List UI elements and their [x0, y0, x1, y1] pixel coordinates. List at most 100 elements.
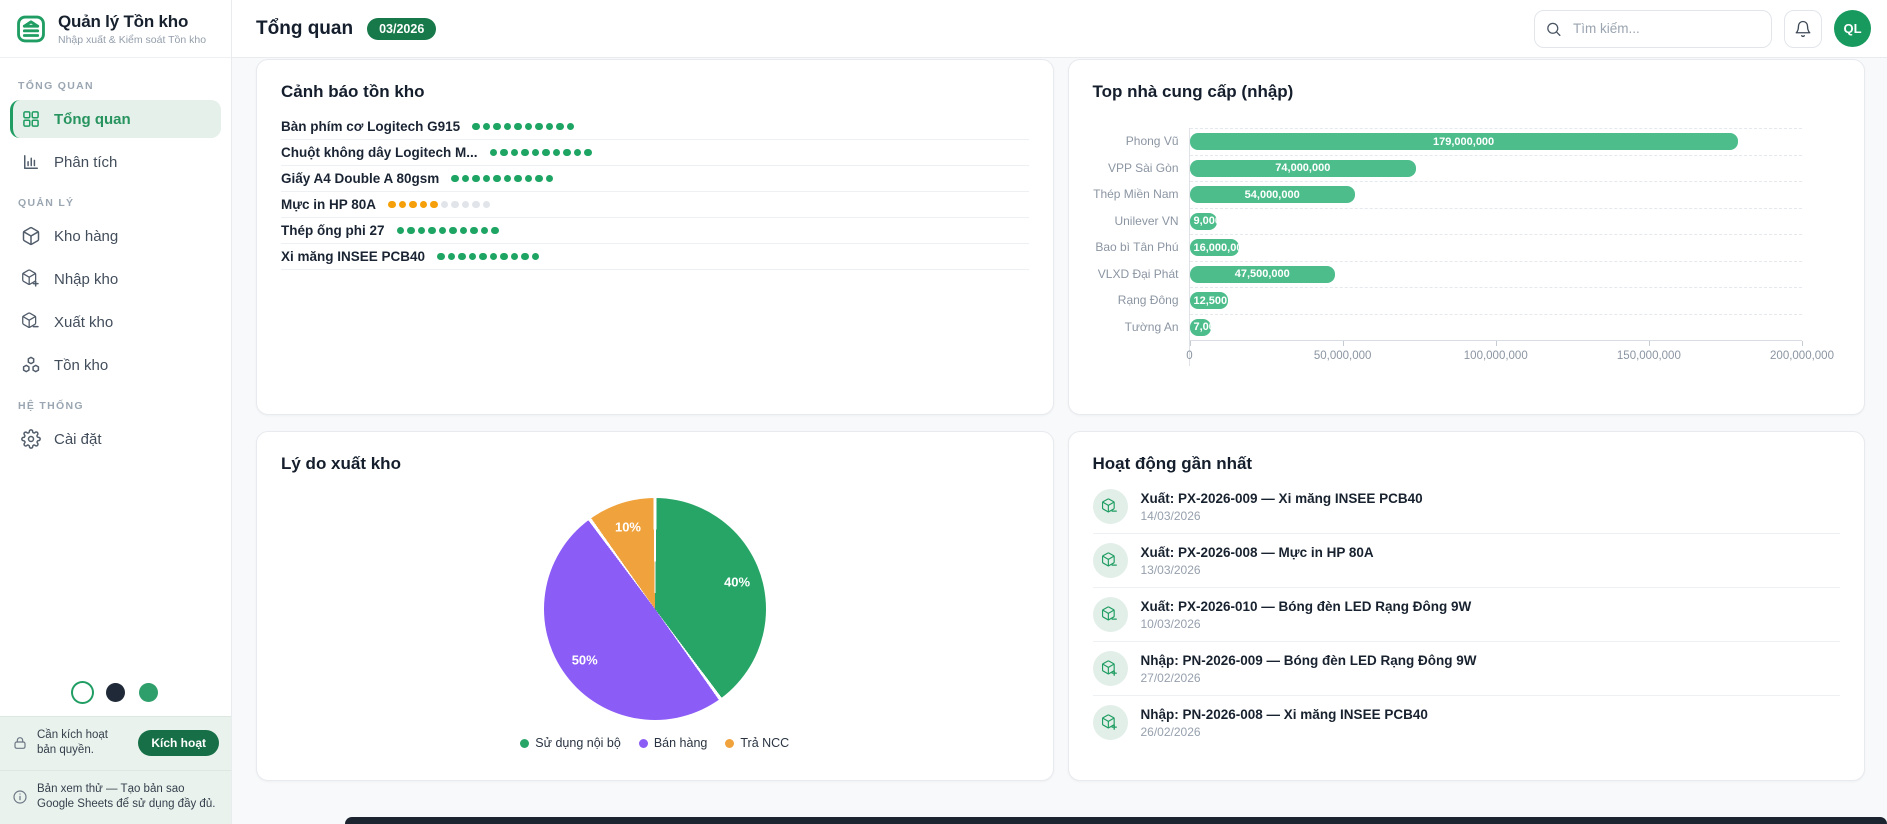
activity-row: Nhập: PN-2026-008 — Xi măng INSEE PCB40 2…	[1092, 696, 1841, 749]
lock-icon	[12, 735, 28, 751]
stock-dot	[542, 148, 550, 157]
box-minus-icon	[1101, 497, 1119, 516]
stock-dot	[510, 252, 519, 261]
stock-dot	[524, 122, 533, 131]
card-stock-alerts: Cảnh báo tồn kho Bàn phím cơ Logitech G9…	[256, 59, 1054, 415]
sidebar-item-ton-kho[interactable]: Tồn kho	[10, 346, 221, 384]
bar-category-label: Unilever VN	[1114, 213, 1179, 228]
activity-title: Xuất: PX-2026-010 — Bóng đèn LED Rạng Đô…	[1140, 598, 1472, 614]
stock-dot	[545, 174, 554, 183]
activity-row: Xuất: PX-2026-009 — Xi măng INSEE PCB40 1…	[1092, 480, 1840, 534]
warehouse-logo-icon	[14, 12, 48, 46]
sidebar-item-nhap-kho[interactable]: Nhập kho	[10, 260, 221, 298]
stock-dot	[503, 174, 512, 183]
alert-row: Bàn phím cơ Logitech G915	[281, 114, 1029, 140]
bar-track: 54,000,000	[1189, 181, 1802, 208]
legend-item: Trả NCC	[725, 736, 789, 750]
activity-icon-circle	[1092, 597, 1128, 632]
nav-section-label: QUẢN LÝ	[18, 197, 75, 209]
box-plus-icon	[1101, 659, 1119, 678]
alerts-rows: Bàn phím cơ Logitech G915 Chuột không dây…	[281, 114, 1029, 270]
stock-dot	[521, 148, 529, 157]
bar-track: 74,000,000	[1189, 154, 1802, 182]
theme-dot-dark[interactable]	[106, 682, 125, 702]
sidebar-item-xuat-kho[interactable]: Xuất kho	[10, 303, 221, 341]
card-recent-activity: Hoạt động gần nhất Xuất: PX-2026-009 — X…	[1067, 431, 1865, 781]
cubes-icon	[21, 355, 41, 375]
sidebar-nav: TỔNG QUAN Tổng quan Phân tích QUẢN LÝ Kho hà…	[0, 58, 231, 673]
bar-chart-axis: 0 50,000,000 100,000,000 150,000,000 200,000…	[1186, 340, 1834, 366]
sidebar-item-kho-hang[interactable]: Kho hàng	[10, 217, 221, 255]
bar-category-label: Phong Vũ	[1125, 134, 1179, 148]
stock-dot	[480, 226, 488, 235]
activity-date: 14/03/2026	[1140, 508, 1201, 523]
activity-date: 26/02/2026	[1140, 724, 1201, 739]
stock-dot	[510, 148, 518, 157]
legend-dot	[725, 738, 735, 748]
sidebar-item-phan-tich[interactable]: Phân tích	[10, 143, 221, 181]
bar-track: 16,000,000	[1189, 234, 1802, 261]
stock-dot	[409, 200, 417, 209]
stock-dot	[584, 148, 592, 157]
search-input[interactable]	[1534, 9, 1772, 48]
stock-dot	[407, 226, 415, 235]
pie-chart: 40% 50% 10%	[543, 498, 766, 720]
card-title: Lý do xuất kho	[281, 454, 401, 473]
activity-date: 10/03/2026	[1140, 616, 1201, 631]
sidebar-item-tong-quan[interactable]: Tổng quan	[10, 100, 221, 138]
card-top-suppliers: Top nhà cung cấp (nhập) Phong Vũ VPP Sài …	[1067, 59, 1865, 415]
alert-item-name: Xi măng INSEE PCB40	[281, 249, 426, 264]
alert-item-name: Bàn phím cơ Logitech G915	[281, 119, 461, 134]
stock-level-dots	[451, 174, 554, 183]
bar-category-label: VPP Sài Gòn	[1108, 160, 1179, 175]
stock-dot	[514, 174, 522, 183]
alert-item-name: Giấy A4 Double A 80gsm	[281, 171, 440, 186]
stock-dot	[472, 174, 480, 183]
stock-dot	[531, 148, 539, 157]
sidebar-item-label: Tổng quan	[54, 110, 131, 128]
theme-dots	[0, 673, 231, 716]
stock-dot	[482, 174, 491, 183]
theme-dot-green[interactable]	[139, 682, 158, 702]
stock-dot	[430, 200, 438, 209]
bar: 9,000,000	[1189, 212, 1218, 230]
activity-text: Nhập: PN-2026-009 — Bóng đèn LED Rạng Đô…	[1141, 653, 1477, 685]
activity-text: Xuất: PX-2026-009 — Xi măng INSEE PCB40 1…	[1141, 491, 1423, 523]
activity-icon-circle	[1092, 543, 1128, 578]
dashboard-grid: Cảnh báo tồn kho Bàn phím cơ Logitech G9…	[256, 59, 1865, 781]
bell-icon	[1794, 20, 1812, 38]
stock-dot	[545, 122, 554, 131]
stock-dot	[573, 148, 581, 157]
stock-dot	[489, 148, 497, 157]
activate-button[interactable]: Kích hoạt	[138, 730, 219, 757]
avatar[interactable]: QL	[1834, 10, 1871, 47]
page-title: Tổng quan	[256, 17, 354, 39]
sidebar-item-label: Tồn kho	[54, 356, 109, 374]
stock-dot	[472, 200, 480, 209]
bar-value-label: 74,000,000	[1275, 162, 1331, 175]
theme-dot-light[interactable]	[73, 682, 92, 702]
stock-dot	[451, 174, 459, 183]
box-minus-icon	[21, 312, 41, 332]
stock-dot	[461, 174, 470, 183]
sidebar-item-cai-dat[interactable]: Cài đặt	[10, 420, 221, 458]
bar-track: 179,000,000	[1189, 128, 1802, 155]
axis-tick-label: 100,000,000	[1463, 350, 1528, 362]
stock-dot	[500, 148, 508, 157]
stock-dot	[459, 226, 467, 235]
notifications-button[interactable]	[1784, 9, 1822, 48]
activity-row: Xuất: PX-2026-008 — Mực in HP 80A 13/03/2…	[1092, 534, 1840, 588]
stock-level-dots	[489, 148, 592, 157]
activity-date: 27/02/2026	[1140, 670, 1201, 685]
stock-dot	[449, 226, 457, 235]
stock-dot	[451, 200, 459, 209]
axis-tick-label: 150,000,000	[1616, 350, 1681, 362]
box-minus-icon	[1101, 605, 1119, 624]
bar: 54,000,000	[1189, 186, 1355, 204]
stock-dot	[417, 226, 425, 235]
stock-dot	[447, 252, 456, 261]
bar-value-label: 7,000,000	[1193, 321, 1211, 334]
stock-dot	[521, 252, 529, 261]
stock-dot	[419, 200, 428, 209]
bar-value-label: 16,000,000	[1193, 241, 1239, 254]
